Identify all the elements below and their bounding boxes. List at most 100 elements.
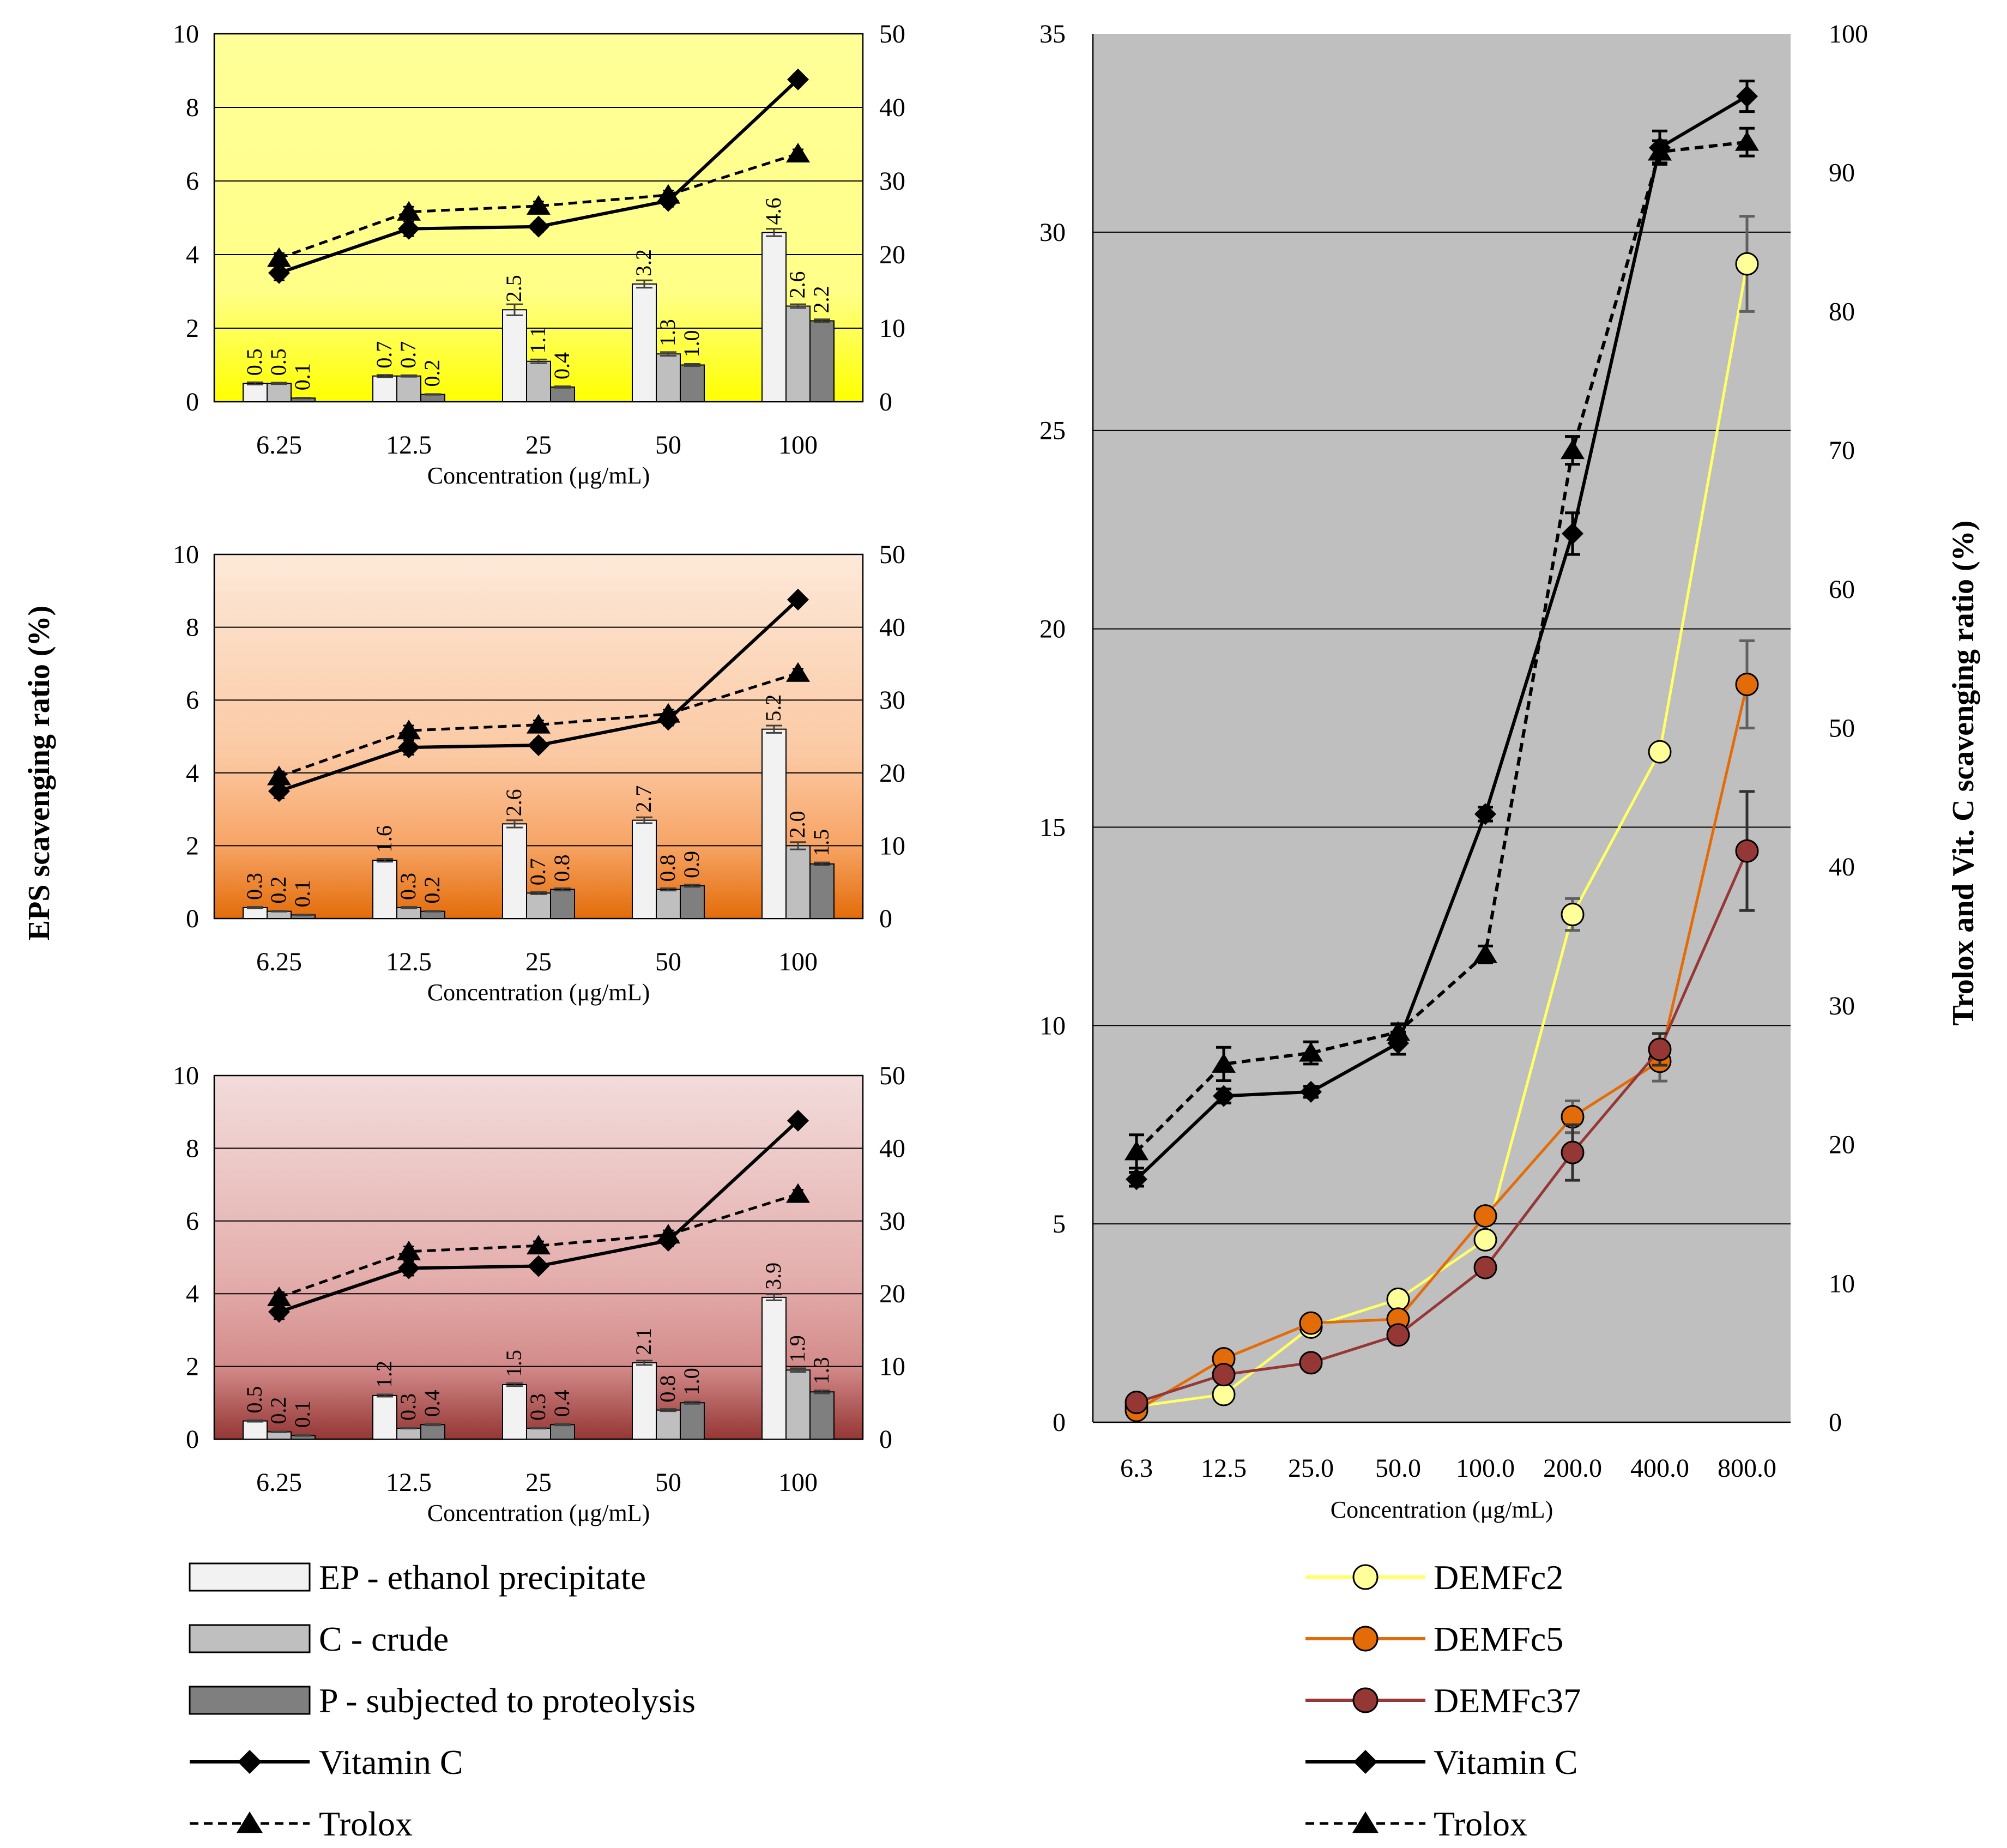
bar-p [550,386,575,402]
bar-ep [632,819,657,920]
x-tick-label: 400.0 [1630,1454,1689,1483]
data-label-ep: 0.5 [242,348,267,376]
bar-c [526,892,551,919]
plot-background [1093,34,1791,1422]
right-y-axis-title: Trolox and Vit. C scavenging ratio (%) [1946,521,1980,1026]
marker-trolox [1473,943,1497,963]
x-tick-label: 6.3 [1120,1454,1153,1483]
y2-tick-label: 20 [879,240,905,269]
y2-tick-label: 60 [1829,575,1855,604]
y2-tick-label: 50 [879,20,905,49]
legend-label-trolox: Trolox [1434,1804,1527,1843]
legend-label-p: P - subjected to proteolysis [319,1681,696,1720]
data-label-p: 1.0 [679,330,704,358]
y2-tick-label: 10 [879,1352,905,1381]
marker-trolox [267,1286,291,1306]
marker-demfc37 [1125,1391,1148,1415]
bar-c [396,375,421,402]
data-label-c: 2.0 [785,811,809,838]
marker-trolox [656,184,680,204]
x-tick-label: 12.5 [386,1468,432,1497]
data-label-ep: 2.5 [501,275,526,302]
x-tick-label: 100 [778,1468,818,1497]
marker-trolox [786,662,810,682]
y2-tick-label: 0 [879,904,892,933]
y2-tick-label: 20 [1829,1131,1855,1159]
x-axis-title: Concentration (μg/mL) [427,979,650,1006]
y2-tick-label: 80 [1829,297,1855,326]
y2-tick-label: 30 [879,167,905,196]
x-tick-label: 50 [655,947,681,976]
y-tick-label: 2 [186,1352,199,1381]
bar-ep [632,1362,657,1440]
data-label-ep: 2.7 [631,786,656,813]
legend-label-demfc37: DEMFc37 [1434,1681,1581,1720]
data-label-c: 0.8 [655,855,680,882]
legend-label-c: C - crude [319,1620,449,1658]
x-tick-label: 6.25 [256,947,302,976]
y-tick-label: 6 [186,686,199,715]
data-label-ep: 0.7 [372,341,396,369]
x-tick-label: 12.5 [386,947,432,976]
bar-ep [243,907,268,919]
x-axis-title: Concentration (μg/mL) [427,1500,650,1526]
bar-ep [761,728,787,919]
marker-trolox [397,201,421,221]
x-tick-label: 6.25 [256,1468,302,1497]
y-tick-label: 5 [1053,1210,1066,1239]
x-tick-label: 25 [525,1468,552,1497]
x-tick-label: 50 [655,431,681,460]
x-tick-label: 12.5 [1201,1454,1247,1483]
bar-c [267,383,292,402]
y2-tick-label: 50 [1829,714,1855,743]
marker-vitamin-c [268,780,290,802]
data-label-c: 2.6 [785,271,809,299]
y2-tick-label: 10 [879,314,905,343]
data-label-c: 0.3 [396,873,420,900]
marker-vitamin-c [398,736,420,759]
y2-tick-label: 10 [879,831,905,860]
x-tick-label: 12.5 [386,431,432,460]
marker-demfc5 [1735,672,1759,696]
y-tick-label: 25 [1039,416,1066,445]
y2-tick-label: 20 [879,1279,905,1308]
x-tick-label: 6.25 [256,431,302,460]
data-label-c: 1.1 [525,327,550,354]
legend-marker-vitc [1353,1750,1377,1774]
y2-tick-label: 40 [879,613,905,642]
marker-demfc2 [1386,1287,1410,1311]
y-tick-label: 30 [1039,218,1066,247]
bar-p [680,885,705,920]
marker-vitamin-c [268,262,290,284]
marker-demfc2 [1473,1228,1497,1252]
y2-tick-label: 30 [879,1207,905,1236]
legend-swatch-ep [189,1562,311,1592]
marker-trolox [1648,141,1672,161]
data-label-ep: 5.2 [761,694,785,722]
data-label-p: 0.1 [290,363,315,390]
marker-trolox [527,195,551,215]
x-tick-label: 25 [525,947,552,976]
legend-label-trolox: Trolox [319,1804,413,1843]
data-label-c: 0.8 [655,1375,680,1403]
bar-ep [372,375,397,402]
y2-tick-label: 0 [1829,1408,1842,1437]
left-y-axis-title: EPS scavenging ratio (%) [22,606,56,940]
y2-tick-label: 30 [1829,992,1855,1020]
marker-demfc37 [1473,1255,1497,1279]
y2-tick-label: 30 [879,686,905,715]
data-label-ep: 3.2 [631,249,656,276]
bar-ep [632,283,657,402]
y-tick-label: 35 [1039,20,1066,49]
y2-tick-label: 20 [879,759,905,788]
marker-trolox [1386,1021,1410,1041]
marker-trolox [397,720,421,740]
bar-c [656,889,681,920]
bar-c [785,305,811,402]
series-line-trolox [279,152,799,260]
legend-marker-demfc37 [1352,1687,1379,1713]
marker-vitamin-c [1300,1080,1322,1103]
bar-p [809,1391,835,1440]
marker-vitamin-c [1562,522,1583,545]
